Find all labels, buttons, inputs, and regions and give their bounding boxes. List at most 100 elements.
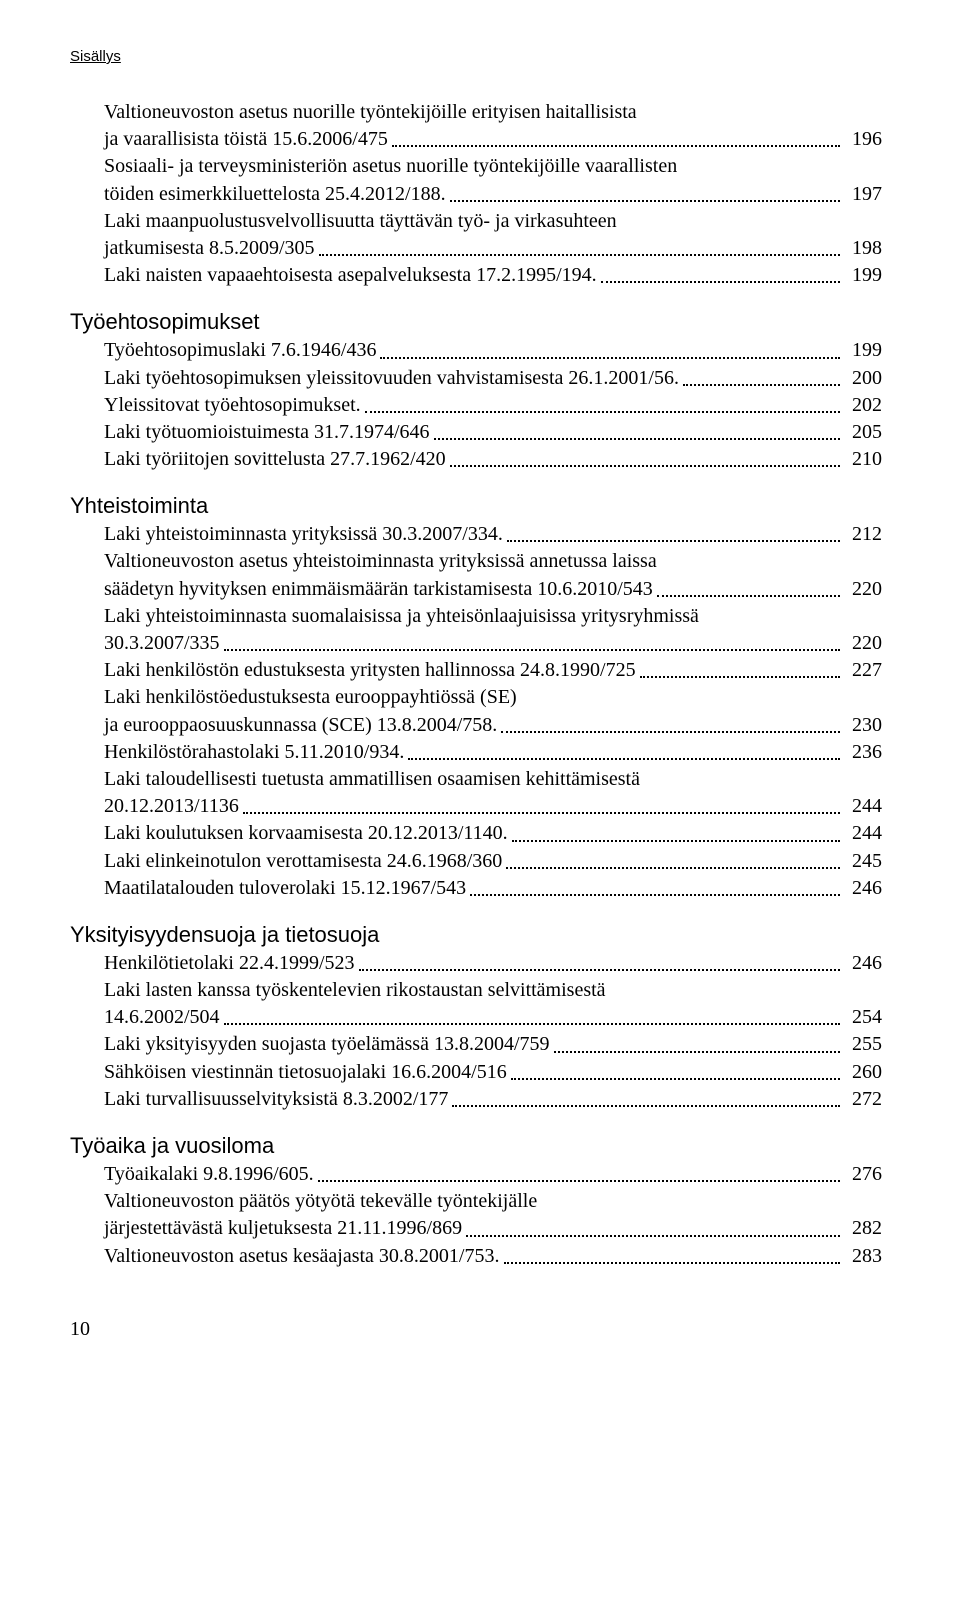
- toc-entry: Henkilötietolaki 22.4.1999/523246: [104, 950, 882, 977]
- toc-entry-line: Valtioneuvoston asetus yhteistoiminnasta…: [104, 548, 882, 575]
- toc-entry: Työehtosopimuslaki 7.6.1946/436 199: [104, 337, 882, 364]
- toc-entry-label: Laki yksityisyyden suojasta työelämässä …: [104, 1031, 550, 1058]
- toc-entry-page: 246: [844, 950, 882, 977]
- dot-leader: [359, 969, 840, 971]
- table-of-contents: Valtioneuvoston asetus nuorille työnteki…: [104, 99, 882, 1270]
- toc-section-title: Yhteistoiminta: [70, 493, 882, 519]
- dot-leader: [450, 200, 840, 202]
- toc-entry-label: Valtioneuvoston asetus kesäajasta 30.8.2…: [104, 1243, 500, 1270]
- toc-entry-label: Yleissitovat työehtosopimukset.: [104, 392, 361, 419]
- toc-entry-page: 276: [844, 1161, 882, 1188]
- toc-entry: Laki koulutuksen korvaamisesta 20.12.201…: [104, 820, 882, 847]
- toc-entry-page: 199: [844, 262, 882, 289]
- dot-leader: [657, 595, 840, 597]
- toc-entry-label: Laki yhteistoiminnasta yrityksissä 30.3.…: [104, 521, 503, 548]
- toc-entry-line: Laki lasten kanssa työskentelevien rikos…: [104, 977, 882, 1004]
- toc-entry-line: Laki maanpuolustusvelvollisuutta täyttäv…: [104, 208, 882, 235]
- toc-entry: ja vaarallisista töistä 15.6.2006/475196: [104, 126, 882, 153]
- toc-entry-line: Laki yhteistoiminnasta suomalaisissa ja …: [104, 603, 882, 630]
- toc-entry: Sähköisen viestinnän tietosuojalaki 16.6…: [104, 1059, 882, 1086]
- toc-entry-label: ja eurooppaosuuskunnassa (SCE) 13.8.2004…: [104, 712, 497, 739]
- dot-leader: [601, 281, 840, 283]
- toc-entry-label: Laki työehtosopimuksen yleissitovuuden v…: [104, 365, 679, 392]
- toc-entry-page: 283: [844, 1243, 882, 1270]
- dot-leader: [450, 465, 840, 467]
- toc-entry: Henkilöstörahastolaki 5.11.2010/934.236: [104, 739, 882, 766]
- toc-section-title: Työehtosopimukset: [70, 309, 882, 335]
- toc-entry: säädetyn hyvityksen enimmäismäärän tarki…: [104, 576, 882, 603]
- dot-leader: [506, 867, 840, 869]
- toc-entry-label: Laki elinkeinotulon verottamisesta 24.6.…: [104, 848, 502, 875]
- toc-entry-page: 212: [844, 521, 882, 548]
- toc-entry-page: 245: [844, 848, 882, 875]
- toc-entry: 30.3.2007/335 220: [104, 630, 882, 657]
- dot-leader: [466, 1235, 840, 1237]
- toc-entry-page: 205: [844, 419, 882, 446]
- toc-entry: 14.6.2002/504254: [104, 1004, 882, 1031]
- toc-entry: ja eurooppaosuuskunnassa (SCE) 13.8.2004…: [104, 712, 882, 739]
- dot-leader: [507, 540, 840, 542]
- toc-entry-page: 220: [844, 630, 882, 657]
- dot-leader: [470, 894, 840, 896]
- toc-entry: Laki yksityisyyden suojasta työelämässä …: [104, 1031, 882, 1058]
- toc-entry: järjestettävästä kuljetuksesta 21.11.199…: [104, 1215, 882, 1242]
- toc-entry: Laki naisten vapaaehtoisesta asepalveluk…: [104, 262, 882, 289]
- toc-entry-label: järjestettävästä kuljetuksesta 21.11.199…: [104, 1215, 462, 1242]
- toc-entry: Laki elinkeinotulon verottamisesta 24.6.…: [104, 848, 882, 875]
- dot-leader: [554, 1051, 841, 1053]
- dot-leader: [408, 758, 840, 760]
- dot-leader: [504, 1262, 841, 1264]
- toc-entry-label: Henkilöstörahastolaki 5.11.2010/934.: [104, 739, 404, 766]
- toc-entry-label: Maatilatalouden tuloverolaki 15.12.1967/…: [104, 875, 466, 902]
- toc-entry: jatkumisesta 8.5.2009/305198: [104, 235, 882, 262]
- toc-entry-page: 227: [844, 657, 882, 684]
- toc-entry: Laki työtuomioistuimesta 31.7.1974/646 20…: [104, 419, 882, 446]
- dot-leader: [224, 649, 840, 651]
- toc-entry-page: 272: [844, 1086, 882, 1113]
- toc-entry-label: Työaikalaki 9.8.1996/605.: [104, 1161, 314, 1188]
- dot-leader: [243, 812, 840, 814]
- running-head: Sisällys: [70, 48, 882, 65]
- toc-entry-line: Sosiaali- ja terveysministeriön asetus n…: [104, 153, 882, 180]
- toc-entry: 20.12.2013/1136244: [104, 793, 882, 820]
- dot-leader: [511, 1078, 840, 1080]
- toc-entry: Maatilatalouden tuloverolaki 15.12.1967/…: [104, 875, 882, 902]
- toc-entry-page: 210: [844, 446, 882, 473]
- dot-leader: [224, 1023, 840, 1025]
- toc-entry-label: Sähköisen viestinnän tietosuojalaki 16.6…: [104, 1059, 507, 1086]
- toc-entry-page: 199: [844, 337, 882, 364]
- toc-entry: Laki yhteistoiminnasta yrityksissä 30.3.…: [104, 521, 882, 548]
- toc-entry-page: 260: [844, 1059, 882, 1086]
- toc-entry-page: 255: [844, 1031, 882, 1058]
- toc-block: Valtioneuvoston asetus nuorille työnteki…: [104, 99, 882, 289]
- toc-entry-line: Valtioneuvoston päätös yötyötä tekevälle…: [104, 1188, 882, 1215]
- toc-entry-label: säädetyn hyvityksen enimmäismäärän tarki…: [104, 576, 653, 603]
- dot-leader: [318, 1180, 840, 1182]
- dot-leader: [640, 676, 840, 678]
- toc-section-title: Yksityisyydensuoja ja tietosuoja: [70, 922, 882, 948]
- toc-entry-label: Laki turvallisuusselvityksistä 8.3.2002/…: [104, 1086, 448, 1113]
- toc-entry-page: 230: [844, 712, 882, 739]
- toc-entry-page: 244: [844, 820, 882, 847]
- toc-entry-label: Laki koulutuksen korvaamisesta 20.12.201…: [104, 820, 508, 847]
- toc-entry-page: 282: [844, 1215, 882, 1242]
- dot-leader: [392, 145, 840, 147]
- toc-entry: Yleissitovat työehtosopimukset.202: [104, 392, 882, 419]
- toc-entry-label: Työehtosopimuslaki 7.6.1946/436: [104, 337, 376, 364]
- toc-section-title: Työaika ja vuosiloma: [70, 1133, 882, 1159]
- toc-entry-label: töiden esimerkkiluettelosta 25.4.2012/18…: [104, 181, 446, 208]
- toc-entry-label: 30.3.2007/335: [104, 630, 220, 657]
- toc-entry-label: Laki työtuomioistuimesta 31.7.1974/646: [104, 419, 430, 446]
- toc-entry-line: Laki henkilöstöedustuksesta eurooppayhti…: [104, 684, 882, 711]
- toc-block: Työehtosopimuslaki 7.6.1946/436 199 Laki t…: [104, 337, 882, 473]
- dot-leader: [683, 384, 840, 386]
- toc-entry-page: 197: [844, 181, 882, 208]
- dot-leader: [365, 411, 840, 413]
- toc-entry-label: 14.6.2002/504: [104, 1004, 220, 1031]
- toc-entry: Työaikalaki 9.8.1996/605. 276: [104, 1161, 882, 1188]
- dot-leader: [512, 840, 840, 842]
- toc-entry-label: jatkumisesta 8.5.2009/305: [104, 235, 315, 262]
- toc-entry: Laki työehtosopimuksen yleissitovuuden v…: [104, 365, 882, 392]
- toc-entry-label: Laki työriitojen sovittelusta 27.7.1962/…: [104, 446, 446, 473]
- dot-leader: [501, 731, 840, 733]
